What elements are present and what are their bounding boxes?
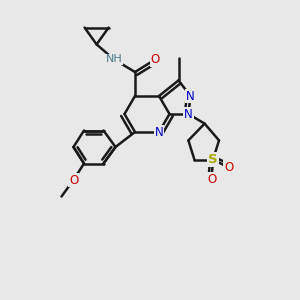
Text: N: N xyxy=(184,107,193,121)
Text: O: O xyxy=(224,161,233,174)
Text: N: N xyxy=(154,125,164,139)
Text: O: O xyxy=(207,173,216,186)
Text: NH: NH xyxy=(106,54,122,64)
Text: O: O xyxy=(69,173,78,187)
Text: O: O xyxy=(151,53,160,66)
Text: S: S xyxy=(208,153,218,166)
Text: N: N xyxy=(186,89,195,103)
